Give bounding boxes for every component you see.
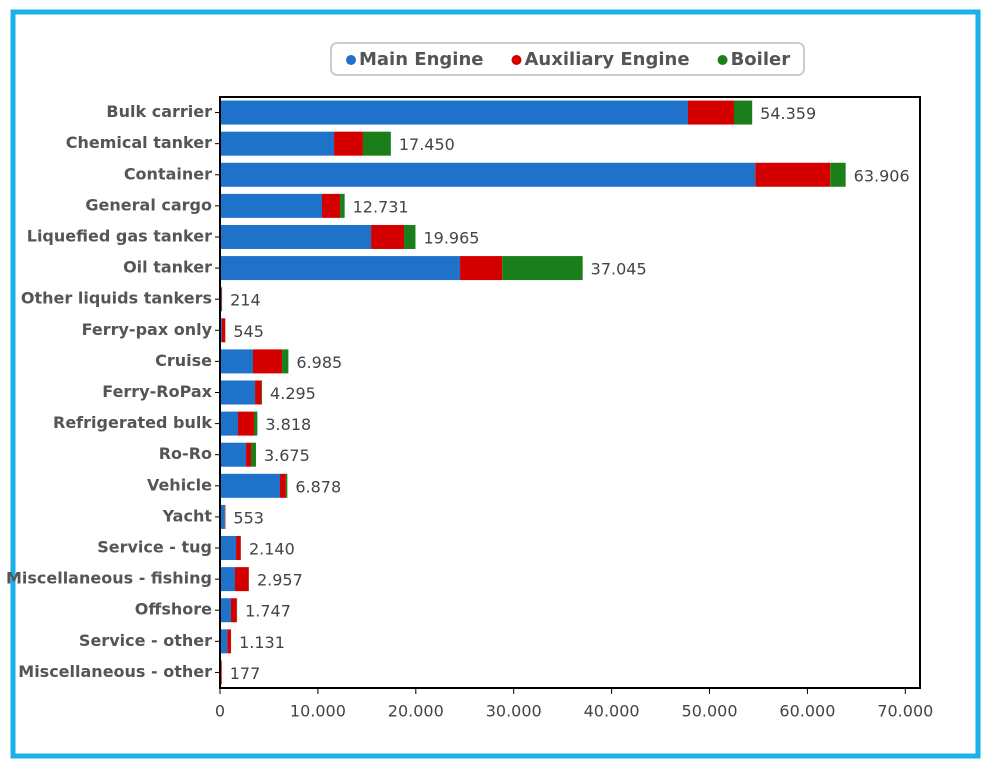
legend-box — [330, 42, 805, 76]
total-label: 4.295 — [270, 384, 316, 403]
x-tick-label: 10.000 — [290, 702, 346, 721]
total-label: 54.359 — [760, 104, 816, 123]
category-label: Vehicle — [147, 475, 212, 494]
category-label: Ferry-RoPax — [102, 382, 212, 401]
category-label: Chemical tanker — [66, 133, 212, 152]
total-label: 553 — [233, 508, 264, 527]
category-label: Other liquids tankers — [21, 289, 212, 308]
total-label: 2.140 — [249, 540, 295, 559]
bar-segment — [830, 162, 846, 187]
x-tick-label: 0 — [215, 702, 225, 721]
total-label: 1.131 — [239, 633, 285, 652]
bar-segment — [220, 224, 372, 249]
bar-segment — [220, 162, 756, 187]
bar-segment — [285, 473, 288, 498]
category-label: Service - other — [79, 631, 212, 650]
category-label: Oil tanker — [123, 258, 212, 277]
bar-segment — [334, 131, 363, 156]
plot-frame — [219, 96, 921, 689]
bar-segment — [371, 224, 405, 249]
bar-segment — [220, 442, 247, 467]
legend-marker — [511, 55, 522, 65]
category-label: Liquefied gas tanker — [27, 226, 212, 245]
bar-segment — [687, 100, 734, 125]
category-label: Ferry-pax only — [82, 320, 213, 339]
category-label: Cruise — [155, 351, 212, 370]
bar-segment — [220, 349, 253, 374]
total-label: 3.675 — [264, 446, 310, 465]
bar-segment — [236, 536, 241, 561]
category-label: Refrigerated bulk — [53, 413, 212, 432]
legend-label: Auxiliary Engine — [525, 49, 690, 70]
bar-segment — [220, 567, 235, 592]
category-label: Ro-Ro — [159, 444, 212, 463]
bar-segment — [220, 131, 335, 156]
category-label: Miscellaneous - other — [18, 662, 212, 681]
bar-segment — [220, 256, 461, 281]
bar-segment — [252, 349, 283, 374]
x-tick-label: 60.000 — [779, 702, 835, 721]
x-tick-label: 40.000 — [584, 702, 640, 721]
category-label: Yacht — [162, 506, 213, 525]
total-label: 1.747 — [245, 602, 291, 621]
x-tick-label: 20.000 — [388, 702, 444, 721]
category-label: Bulk carrier — [106, 102, 212, 121]
bar-segment — [755, 162, 831, 187]
bar-segment — [227, 629, 231, 654]
total-label: 2.957 — [257, 571, 303, 590]
legend-marker — [717, 55, 728, 65]
legend-marker — [346, 55, 356, 65]
total-label: 6.878 — [295, 477, 341, 496]
bar-segment — [322, 193, 341, 218]
bar-segment — [246, 442, 252, 467]
bar-segment — [502, 256, 583, 281]
category-label: Container — [124, 164, 212, 183]
bar-segment — [280, 473, 286, 498]
total-label: 12.731 — [353, 197, 409, 216]
bar-segment — [238, 411, 254, 436]
bar-segment — [220, 504, 225, 529]
bar-segment — [253, 411, 258, 436]
total-label: 17.450 — [399, 135, 455, 154]
category-label: General cargo — [85, 195, 212, 214]
bar-segment — [220, 536, 237, 561]
bar-segment — [460, 256, 503, 281]
bar-segment — [230, 598, 237, 623]
x-tick-label: 70.000 — [877, 702, 933, 721]
bar-segment — [234, 567, 249, 592]
bar-segment — [220, 380, 256, 405]
total-label: 177 — [230, 664, 261, 683]
bar-segment — [220, 598, 231, 623]
total-label: 6.985 — [296, 353, 342, 372]
legend-label: Main Engine — [359, 49, 484, 70]
category-label: Offshore — [135, 600, 212, 619]
frame — [10, 9, 981, 759]
bar-segment — [733, 100, 753, 125]
bar-segment — [362, 131, 391, 156]
bar-segment — [404, 224, 416, 249]
bar-segment — [220, 100, 688, 125]
total-label: 545 — [233, 322, 264, 341]
category-label: Service - tug — [97, 538, 212, 557]
total-label: 3.818 — [265, 415, 311, 434]
bar-segment — [220, 193, 323, 218]
x-tick-label: 30.000 — [486, 702, 542, 721]
legend-label: Boiler — [731, 49, 791, 70]
bar-segment — [220, 473, 281, 498]
total-label: 214 — [230, 291, 261, 310]
bar-segment — [340, 193, 345, 218]
category-label: Miscellaneous - fishing — [6, 569, 212, 588]
total-label: 19.965 — [423, 228, 479, 247]
total-label: 63.906 — [854, 166, 910, 185]
bar-segment — [221, 318, 226, 343]
bar-segment — [220, 411, 239, 436]
x-tick-label: 50.000 — [682, 702, 738, 721]
bar-segment — [282, 349, 289, 374]
total-label: 37.045 — [591, 260, 647, 279]
bar-segment — [251, 442, 256, 467]
bar-segment — [261, 380, 263, 405]
bar-segment — [220, 629, 228, 654]
bar-segment — [255, 380, 262, 405]
